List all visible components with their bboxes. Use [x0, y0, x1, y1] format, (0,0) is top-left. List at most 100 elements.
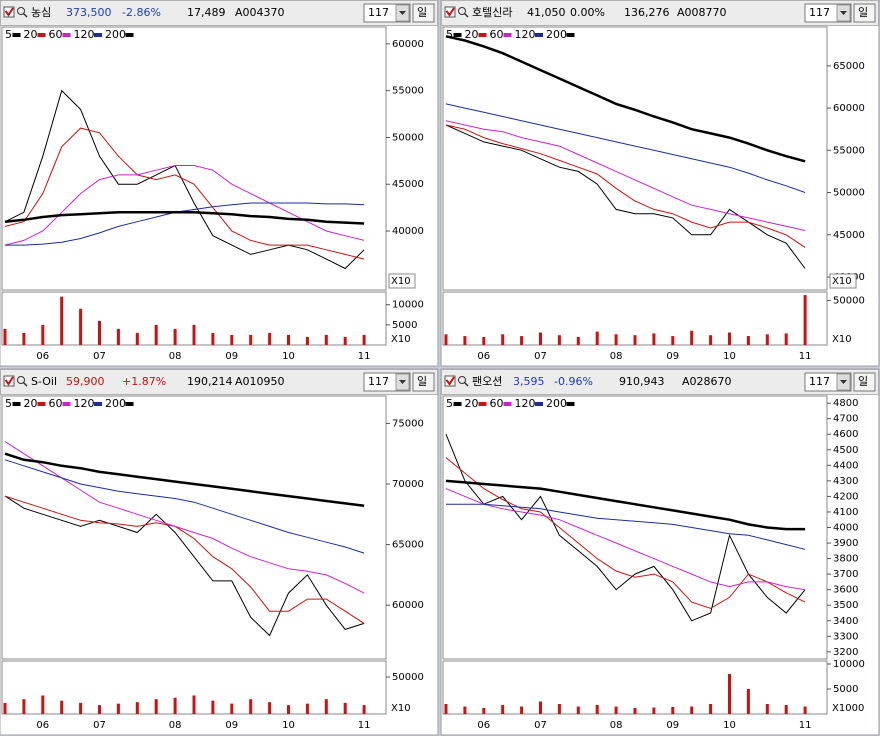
- legend-swatch: [37, 402, 46, 406]
- volume-bar: [287, 705, 290, 714]
- y-tick-label: 3600: [833, 585, 858, 596]
- x-tick-label: 09: [225, 351, 238, 362]
- volume-bar: [652, 333, 656, 345]
- period: 117: [368, 6, 389, 19]
- checkbox[interactable]: [3, 6, 15, 18]
- search-icon-handle: [22, 381, 28, 387]
- legend-label: 5: [446, 28, 453, 41]
- x-tick-label: 10: [282, 351, 295, 362]
- axis: 4800 4700 4600 4500 4400 4300 4200 4100 4000 3900…: [477, 398, 864, 731]
- volume-tick-label: 10000: [833, 659, 865, 670]
- y-tick-label: 3200: [833, 647, 858, 658]
- check-mark: [445, 376, 455, 386]
- volume-bar: [709, 335, 713, 345]
- chart-panel: 호텔신라 41,050 0.00% 136,276 A008770 117 일 65000 60…: [440, 0, 880, 367]
- volume-bar: [116, 703, 120, 714]
- volume-bar: [746, 689, 750, 714]
- unit: 일: [858, 374, 868, 388]
- stock-code: A010950: [235, 375, 285, 388]
- ma-line: [445, 35, 806, 163]
- unit-button[interactable]: [853, 3, 876, 23]
- volume-bar: [230, 334, 234, 345]
- ma-line: [4, 459, 365, 554]
- legend-label: 5: [446, 397, 453, 410]
- ma-line: [445, 434, 806, 622]
- dropdown-arrow: [840, 11, 847, 15]
- volume-bar: [287, 334, 290, 345]
- y-tick-label: 50000: [392, 132, 424, 143]
- y-tick-label: 4700: [833, 414, 858, 425]
- x-tick-label: 06: [36, 351, 49, 362]
- unit-button[interactable]: [412, 372, 435, 392]
- y-tick-label: 4000: [833, 523, 858, 534]
- axis: 650006000055000500004500040000X1050000X1…: [477, 61, 864, 362]
- checkbox[interactable]: [3, 375, 15, 387]
- volume-bar: [362, 334, 366, 345]
- x-tick-label: 09: [666, 720, 679, 731]
- ma-line: [445, 124, 806, 248]
- y-tick-label: 3700: [833, 569, 858, 580]
- y-tick-label: 55000: [392, 86, 424, 97]
- checkbox[interactable]: [444, 6, 456, 18]
- legend-swatch: [503, 33, 512, 37]
- x-tick-label: 11: [358, 720, 371, 731]
- stock-name: 농심: [31, 6, 51, 19]
- volume-bar: [173, 328, 177, 345]
- volume-bar: [690, 706, 694, 714]
- y-tick-label: 3300: [833, 631, 858, 642]
- ma-line: [446, 503, 806, 550]
- search-icon[interactable]: [458, 376, 466, 384]
- ma-line: [4, 211, 365, 225]
- volume-bar: [539, 332, 542, 345]
- volume-bar: [784, 705, 788, 714]
- x-tick-label: 06: [477, 351, 490, 362]
- volume-bar: [803, 295, 807, 345]
- search-icon[interactable]: [458, 7, 466, 15]
- volume-bar: [520, 336, 524, 345]
- y-tick-label: 65000: [833, 61, 865, 72]
- ma-line: [445, 120, 806, 231]
- volume-bar: [576, 336, 580, 345]
- unit-button[interactable]: [853, 372, 876, 392]
- volume-bar: [41, 324, 45, 345]
- price: 3,595: [513, 375, 545, 388]
- legend-label: 20: [24, 397, 38, 410]
- price: 373,500: [66, 6, 112, 19]
- ma-line: [445, 103, 806, 193]
- y-tick-label: 70000: [392, 479, 424, 490]
- volume-bar: [116, 328, 120, 345]
- volume-bar: [652, 707, 656, 714]
- x-tick-label: 11: [799, 351, 812, 362]
- price-area: [1, 395, 387, 660]
- y-tick-label: 3500: [833, 600, 858, 611]
- checkbox[interactable]: [444, 375, 456, 387]
- search-icon[interactable]: [17, 7, 25, 15]
- legend-swatch: [62, 402, 71, 406]
- y-tick-label: 4300: [833, 476, 858, 487]
- dropdown-arrow: [399, 11, 406, 15]
- x-tick-label: 09: [225, 720, 238, 731]
- volume-bar: [614, 706, 618, 714]
- volume-tick-label: 50000: [392, 672, 424, 683]
- volume-bar: [343, 702, 347, 714]
- legend-label: 120: [515, 397, 536, 410]
- stock-code: A008770: [677, 6, 727, 19]
- legend-swatch: [453, 33, 462, 37]
- volume-unit: X10: [391, 334, 411, 345]
- unit-button[interactable]: [412, 3, 435, 23]
- volume-bar: [249, 334, 253, 345]
- volume-bar: [614, 334, 618, 345]
- legend-label: 200: [105, 28, 126, 41]
- x-tick-label: 08: [610, 351, 623, 362]
- x-tick-label: 07: [93, 720, 106, 731]
- search-icon[interactable]: [17, 376, 25, 384]
- period: 117: [809, 375, 830, 388]
- volume-bar: [463, 706, 467, 714]
- check-mark: [4, 7, 14, 17]
- period: 117: [368, 375, 389, 388]
- x-tick-label: 11: [358, 351, 371, 362]
- dropdown-arrow: [840, 380, 847, 384]
- chart-panel: S-Oil 59,900 +1.87% 190,214 A010950 117 일 75000…: [0, 368, 439, 736]
- legend-label: 120: [515, 28, 536, 41]
- ma-line: [445, 457, 806, 609]
